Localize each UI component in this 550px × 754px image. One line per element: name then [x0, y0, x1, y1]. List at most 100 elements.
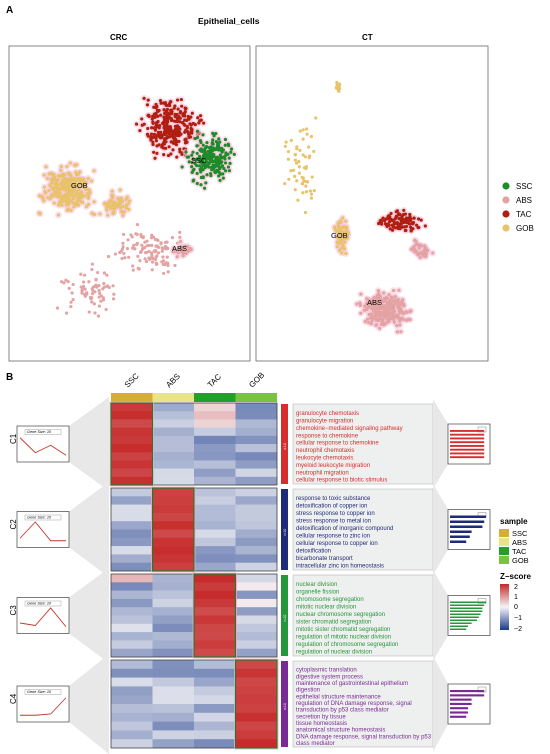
cell-point [149, 236, 154, 240]
cell-point [157, 126, 161, 130]
cell-point [379, 218, 383, 222]
cell-point [216, 162, 221, 166]
cell-point [56, 174, 60, 178]
cell-point [166, 270, 170, 274]
cell-point [359, 292, 363, 296]
cell-point [207, 146, 211, 150]
gene-size-box [24, 689, 62, 695]
cell-point [40, 194, 44, 198]
cell-point [207, 165, 211, 169]
cell-point [211, 167, 216, 171]
cell-point [223, 161, 228, 165]
cell-point [140, 123, 144, 127]
trend-panel-c3 [16, 597, 70, 634]
cell-point [180, 165, 184, 169]
cell-point [367, 305, 371, 309]
cell-point [307, 156, 311, 160]
cell-point [59, 168, 63, 172]
gene-size-label: Gene Size: 10 [27, 516, 52, 520]
cell-point [171, 250, 175, 254]
cell-point [183, 110, 187, 114]
cell-point [58, 191, 62, 195]
cell-point [391, 307, 395, 311]
cluster-label-crc-ssc: SSC [191, 156, 207, 165]
cell-point [165, 134, 169, 139]
cell-point [71, 182, 75, 186]
cell-point [224, 169, 228, 173]
go-term: myeloid leukocyte migration [296, 463, 370, 469]
cell-point [122, 252, 126, 256]
heatmap-cell [111, 677, 153, 687]
cell-point [158, 99, 163, 103]
cell-point [113, 252, 118, 256]
cell-point [283, 181, 287, 186]
cell-point [110, 193, 114, 197]
cell-point [142, 96, 146, 100]
cell-point [188, 246, 192, 250]
cell-point [92, 200, 96, 204]
cell-point [178, 131, 182, 136]
cluster-label-c1: C1 [9, 433, 18, 444]
cell-point [223, 137, 228, 142]
cell-point [82, 185, 86, 189]
cell-point [362, 308, 366, 312]
cell-point [185, 245, 190, 249]
heatmap-cell [194, 686, 236, 696]
heatmap-cell [152, 444, 195, 453]
cell-point [205, 173, 209, 177]
cell-point [187, 134, 191, 138]
cell-point [210, 157, 214, 161]
enrichment-bar [450, 540, 467, 543]
go-term: cellular response to biotic stimulus [296, 478, 387, 484]
cell-point [342, 247, 347, 251]
heatmap-cell [152, 704, 195, 714]
go-term: sister chromatid segregation [296, 620, 371, 626]
cell-point [168, 100, 173, 104]
cell-point [79, 179, 83, 184]
cell-point [49, 177, 53, 181]
cell-point [289, 169, 293, 173]
enrichment-bar [450, 515, 486, 518]
cell-point [127, 207, 131, 212]
cell-point [60, 184, 65, 188]
cell-point [178, 230, 182, 235]
heatmap-cell [152, 590, 195, 600]
cell-point [147, 249, 151, 254]
cell-point [105, 208, 109, 212]
cell-point [91, 288, 95, 292]
go-term: granulocyte migration [296, 418, 353, 424]
cell-point [68, 161, 72, 165]
sample-swatch-gob [499, 556, 509, 564]
heatmap-cell [111, 623, 153, 633]
cell-point [131, 246, 135, 250]
sample-swatch-ssc [499, 529, 509, 537]
cell-point [226, 165, 231, 169]
facet-label-crc: CRC [110, 33, 128, 42]
cell-point [37, 194, 42, 198]
zscore-color-bar [500, 584, 509, 630]
cell-point [75, 163, 79, 167]
enrichment-bar [450, 437, 485, 440]
cell-point [185, 124, 189, 129]
heatmap-cell [111, 554, 153, 563]
cell-point [108, 199, 113, 203]
heatmap-cell [235, 632, 278, 641]
cell-point [384, 296, 388, 300]
cell-point [52, 172, 56, 177]
heatmap-cell [152, 623, 195, 633]
cell-point [202, 162, 206, 166]
cell-point [409, 309, 413, 313]
cell-point [398, 319, 402, 323]
heatmap-cell [194, 739, 236, 749]
cell-point [409, 218, 413, 222]
cell-point [44, 165, 48, 169]
cell-point [207, 155, 211, 159]
cell-point [178, 127, 182, 131]
cell-point [53, 176, 57, 180]
cell-point [162, 132, 166, 136]
cell-point [112, 207, 116, 211]
cell-point [201, 156, 205, 160]
cell-point [163, 129, 167, 133]
cell-point [218, 178, 222, 183]
heatmap-cell [111, 695, 153, 705]
